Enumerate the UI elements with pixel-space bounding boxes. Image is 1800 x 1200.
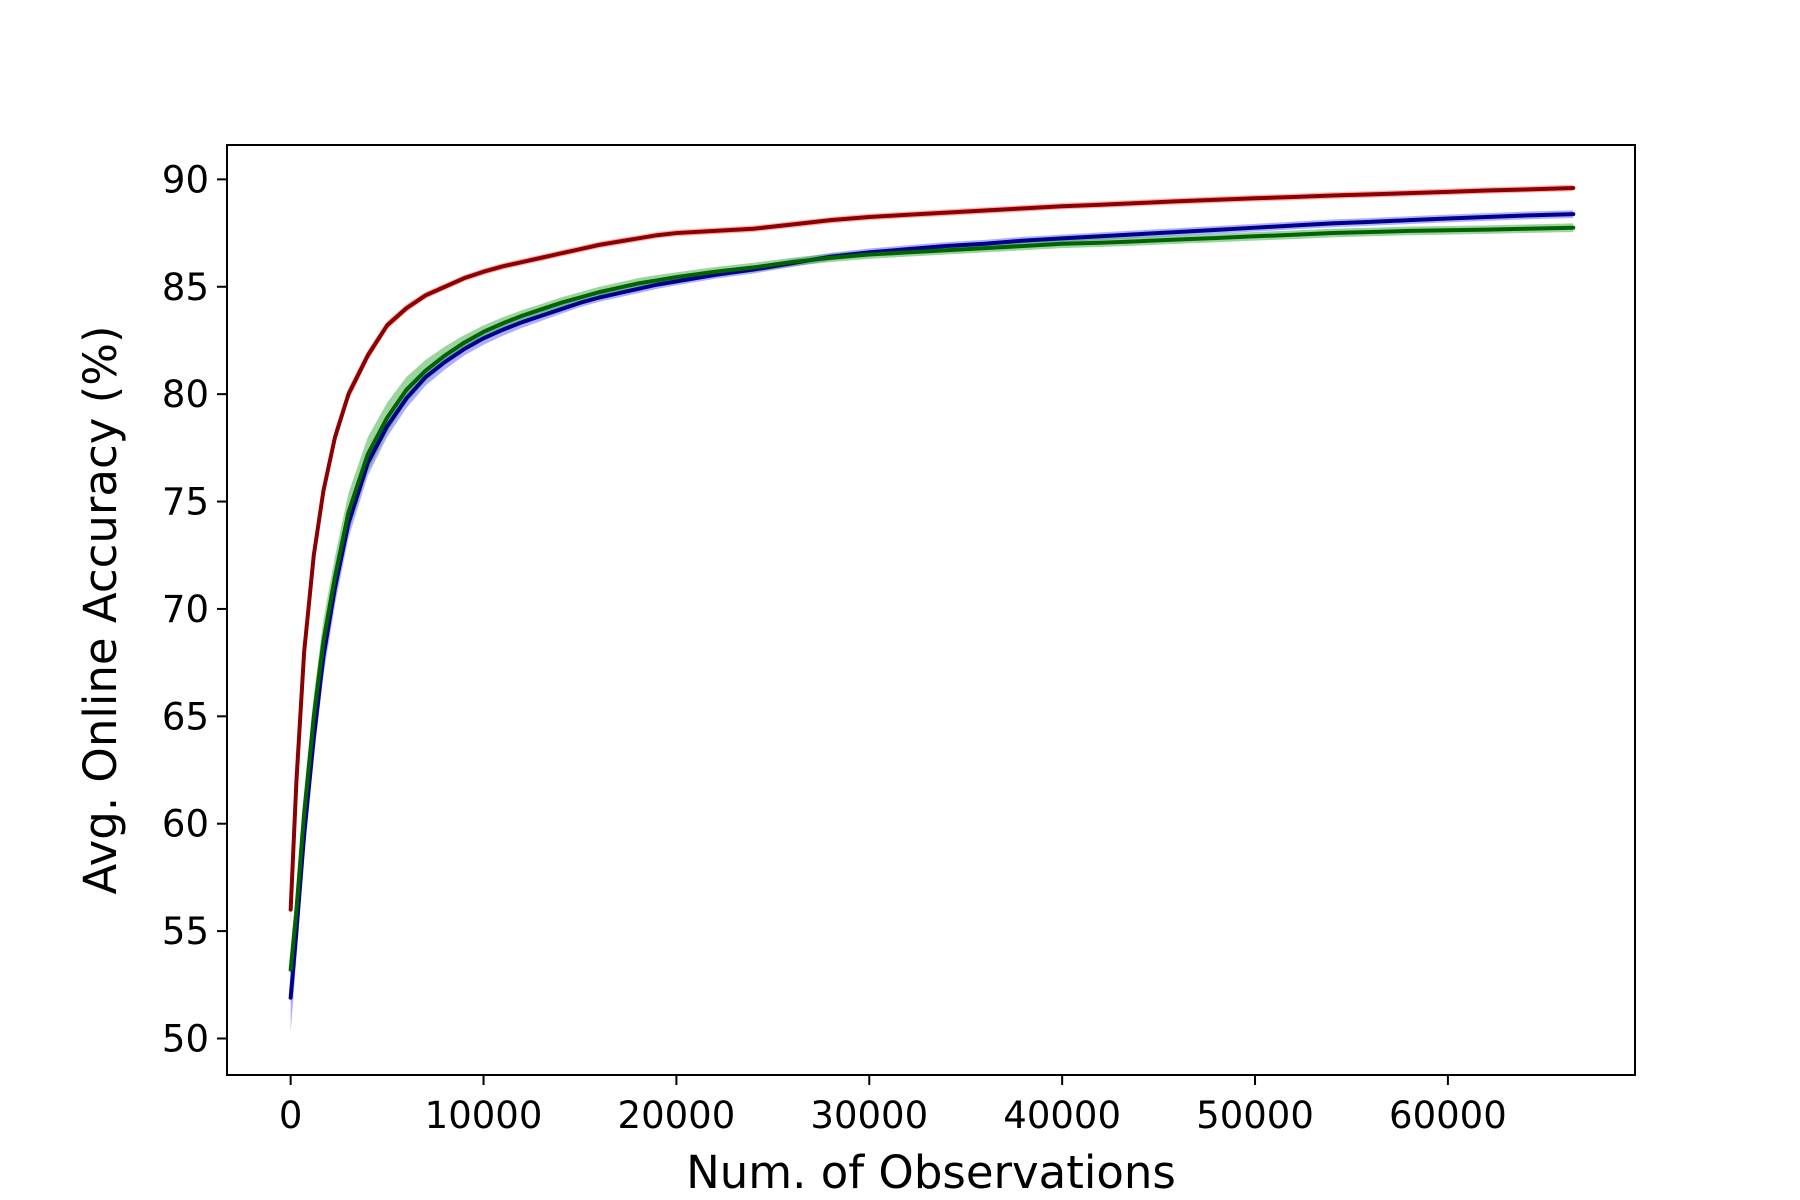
y-tick-label: 90 xyxy=(162,158,209,201)
y-tick-label: 60 xyxy=(162,803,209,846)
x-tick-label: 20000 xyxy=(618,1094,736,1137)
series-lines xyxy=(288,185,1576,1000)
plot-frame xyxy=(226,144,1636,1076)
y-tick-label: 70 xyxy=(162,588,209,631)
x-tick-label: 30000 xyxy=(810,1094,928,1137)
x-tick-label: 0 xyxy=(279,1094,303,1137)
y-tick-label: 50 xyxy=(162,1017,209,1060)
y-axis-label: Avg. Online Accuracy (%) xyxy=(74,325,127,894)
x-axis-label: Num. of Observations xyxy=(686,1146,1176,1199)
y-tick-label: 65 xyxy=(162,695,209,738)
series-0-line xyxy=(288,185,1576,912)
x-tick-label: 60000 xyxy=(1389,1094,1507,1137)
x-axis-ticks: 0 10000 20000 30000 40000 50000 60000 xyxy=(279,1075,1507,1137)
y-tick-label: 80 xyxy=(162,373,209,416)
series-1-line xyxy=(288,212,1576,1000)
y-tick-label: 75 xyxy=(162,481,209,524)
y-axis-ticks: 50 55 60 65 70 75 80 85 90 xyxy=(162,158,227,1060)
y-tick-label: 85 xyxy=(162,266,209,309)
series-2-line xyxy=(288,225,1576,972)
x-tick-label: 50000 xyxy=(1196,1094,1314,1137)
x-tick-label: 10000 xyxy=(425,1094,543,1137)
x-tick-label: 40000 xyxy=(1003,1094,1121,1137)
y-tick-label: 55 xyxy=(162,910,209,953)
